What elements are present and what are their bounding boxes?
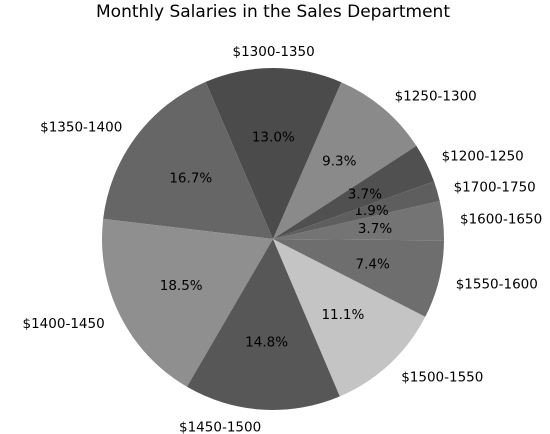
slice-percent-label: 11.1%: [321, 307, 364, 323]
pie-slice-1600-1650: [273, 200, 444, 241]
pie-slice-1250-1300: [273, 82, 417, 239]
slice-category-label: $1450-1500: [179, 420, 261, 434]
slice-percent-label: 7.4%: [356, 256, 390, 272]
slice-category-label: $1300-1350: [233, 44, 315, 60]
slice-category-label: $1700-1750: [454, 179, 536, 195]
slice-category-label: $1250-1300: [395, 89, 477, 105]
slice-category-label: $1200-1250: [442, 149, 524, 165]
pie-slice-1400-1450: [101, 218, 273, 387]
slice-percent-label: 9.3%: [322, 154, 356, 170]
slice-percent-label: 1.9%: [354, 203, 388, 219]
slice-category-label: $1600-1650: [460, 212, 542, 228]
slice-percent-label: 16.7%: [169, 171, 212, 187]
pie-slice-1300-1350: [205, 68, 342, 239]
pie-slice-1200-1250: [273, 145, 434, 239]
pie-slice-1500-1550: [273, 239, 426, 397]
chart-title: Monthly Salaries in the Sales Department: [96, 2, 450, 22]
slice-percent-label: 18.5%: [160, 278, 203, 294]
slice-category-label: $1550-1600: [456, 277, 538, 293]
pie-slice-1700-1750: [273, 181, 440, 239]
slice-percent-label: 14.8%: [245, 334, 288, 350]
pie-slice-1550-1600: [273, 239, 444, 317]
slice-category-label: $1400-1450: [23, 316, 105, 332]
pie-slice-1450-1500: [186, 239, 340, 410]
pie-slice-1350-1400: [103, 81, 274, 239]
slice-percent-label: 3.7%: [348, 187, 382, 203]
slice-percent-label: 3.7%: [358, 221, 392, 237]
slice-category-label: $1500-1550: [401, 370, 483, 386]
slice-percent-label: 13.0%: [252, 129, 295, 145]
slice-category-label: $1350-1400: [40, 119, 122, 135]
